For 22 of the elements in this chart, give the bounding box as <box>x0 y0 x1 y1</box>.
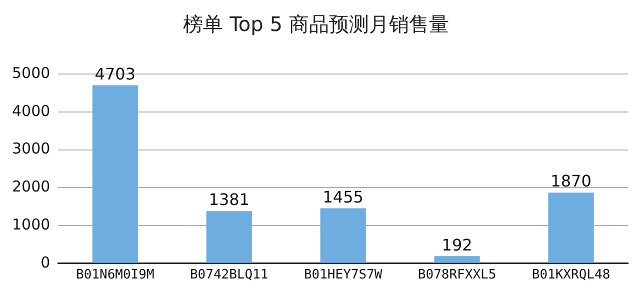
y-tick-label: 4000 <box>12 102 50 120</box>
y-tick-label: 1000 <box>12 215 50 234</box>
x-tick-label: B078RFXXL5 <box>418 268 496 283</box>
x-tick-label: B01N6M0I9M <box>76 268 154 283</box>
x-tick-label: B0742BLQ11 <box>190 268 268 283</box>
bar <box>320 208 366 263</box>
bar <box>548 192 594 263</box>
data-label: 192 <box>442 235 472 254</box>
y-tick-label: 0 <box>40 253 50 272</box>
data-label: 1455 <box>322 187 364 206</box>
chart-title: 榜单 Top 5 商品预测月销售量 <box>183 12 449 36</box>
bar <box>92 85 138 263</box>
y-tick-label: 3000 <box>12 140 50 158</box>
data-label: 1870 <box>550 172 592 191</box>
bar <box>434 256 480 263</box>
bar <box>206 211 252 263</box>
y-tick-label: 5000 <box>12 64 50 82</box>
y-tick-label: 2000 <box>12 178 50 196</box>
x-tick-label: B01HEY7S7W <box>304 268 382 283</box>
data-label: 1381 <box>208 190 250 210</box>
x-tick-label: B01KXRQL48 <box>532 268 610 283</box>
data-label: 4703 <box>94 64 136 84</box>
